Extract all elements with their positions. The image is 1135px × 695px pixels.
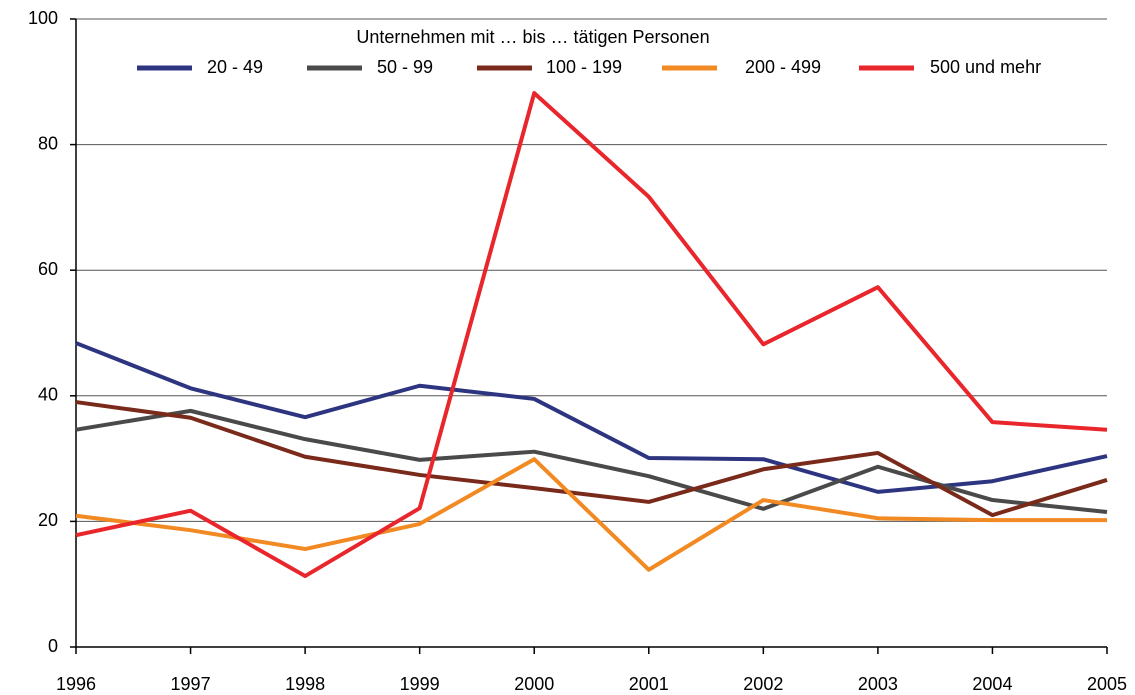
series-line <box>75 91 1108 579</box>
y-tick-label: 0 <box>48 636 58 656</box>
series-line <box>75 400 1108 518</box>
x-tick-label: 1997 <box>171 674 211 694</box>
x-tick-label: 1999 <box>400 674 440 694</box>
legend-label: 200 - 499 <box>745 57 821 77</box>
legend-title: Unternehmen mit … bis … tätigen Personen <box>356 27 709 47</box>
x-tick-label: 1998 <box>285 674 325 694</box>
x-tick-label: 1996 <box>56 674 96 694</box>
series-line <box>75 341 1108 494</box>
series-line <box>75 457 1107 572</box>
x-tick-label: 2001 <box>629 674 669 694</box>
y-tick-label: 60 <box>38 259 58 279</box>
x-tick-label: 2002 <box>743 674 783 694</box>
legend-label: 50 - 99 <box>377 57 433 77</box>
x-tick-label: 2000 <box>514 674 554 694</box>
x-tick-label: 2005 <box>1087 674 1127 694</box>
y-tick-label: 100 <box>28 8 58 28</box>
x-tick-label: 2003 <box>858 674 898 694</box>
legend-label: 100 - 199 <box>546 57 622 77</box>
x-tick-label: 2004 <box>972 674 1012 694</box>
y-tick-label: 40 <box>38 385 58 405</box>
y-tick-label: 20 <box>38 510 58 530</box>
y-tick-label: 80 <box>38 133 58 153</box>
legend-label: 20 - 49 <box>207 57 263 77</box>
legend-label: 500 und mehr <box>930 57 1041 77</box>
